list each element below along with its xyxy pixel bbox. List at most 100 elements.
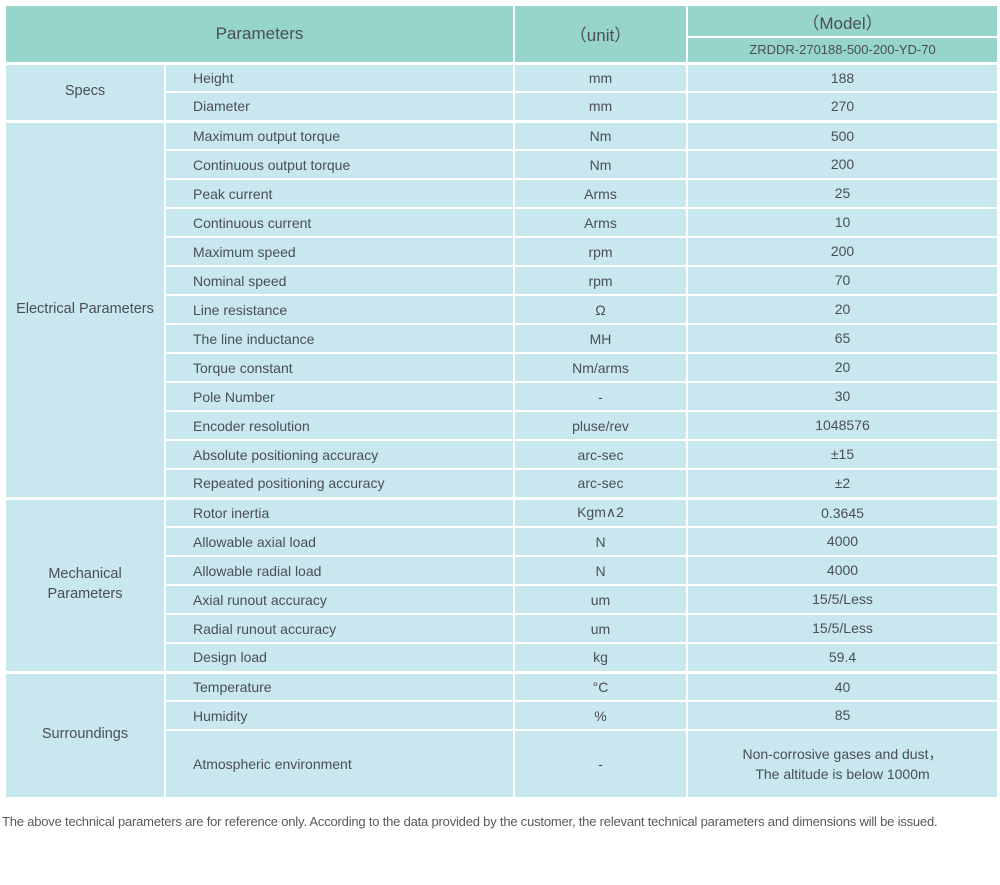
value-cell: 40 (686, 670, 999, 702)
param-name-cell: Torque constant (164, 352, 515, 383)
value-cell: 10 (686, 207, 999, 238)
table-row: Continuous current Arms 10 (5, 207, 999, 238)
category-cell: Electrical Parameters (4, 119, 166, 499)
param-name-cell: Design load (164, 642, 515, 673)
unit-cell: Arms (513, 207, 688, 238)
value-cell: 15/5/Less (686, 584, 999, 615)
table-row: Allowable radial load N 4000 (5, 555, 999, 586)
param-name-cell: Line resistance (164, 294, 515, 325)
param-name-cell: Repeated positioning accuracy (164, 468, 515, 499)
spec-table: Parameters （unit） （Model） ZRDDR-270188-5… (4, 4, 999, 799)
footer-note: The above technical parameters are for r… (2, 814, 938, 829)
unit-cell: arc-sec (513, 468, 688, 499)
table-row: Atmospheric environment - Non-corrosive ga… (5, 729, 999, 799)
unit-cell: um (513, 584, 688, 615)
unit-cell: mm (513, 61, 688, 93)
unit-cell: Nm/arms (513, 352, 688, 383)
value-cell: 59.4 (686, 642, 999, 673)
value-cell: 65 (686, 323, 999, 354)
unit-cell: kg (513, 642, 688, 673)
unit-cell: Ω (513, 294, 688, 325)
table-row: Mechanical Parameters Rotor inertia Kgm∧2 0… (4, 496, 999, 673)
value-cell: ±15 (686, 439, 999, 470)
unit-cell: N (513, 555, 688, 586)
param-name-cell: Absolute positioning accuracy (164, 439, 515, 470)
value-cell: 188 (686, 61, 999, 93)
table-row: Surroundings Temperature °C 40 (4, 670, 999, 799)
value-cell: 70 (686, 265, 999, 296)
param-name-cell: Encoder resolution (164, 410, 515, 441)
param-name-cell: Diameter (164, 91, 515, 122)
value-cell: 200 (686, 236, 999, 267)
table-row: Specs Height mm 188 (4, 61, 999, 122)
param-name-cell: Height (164, 61, 515, 93)
unit-cell: um (513, 613, 688, 644)
param-name-cell: Allowable radial load (164, 555, 515, 586)
table-row: Radial runout accuracy um 15/5/Less (5, 613, 999, 644)
model-number: ZRDDR-270188-500-200-YD-70 (686, 36, 999, 64)
param-name-cell: Radial runout accuracy (164, 613, 515, 644)
value-cell: ±2 (686, 468, 999, 499)
value-cell: 200 (686, 149, 999, 180)
table-row: Diameter mm 270 (5, 91, 999, 122)
spec-table-body: Specs Height mm 188 Diameter mm 270 Electrical … (4, 61, 999, 799)
unit-cell: N (513, 526, 688, 557)
spec-table-header: Parameters （unit） （Model） ZRDDR-270188-5… (4, 4, 999, 64)
value-cell: 1048576 (686, 410, 999, 441)
value-cell: Non-corrosive gases and dust， The altitu… (686, 729, 999, 799)
unit-cell: arc-sec (513, 439, 688, 470)
value-cell: 20 (686, 352, 999, 383)
unit-cell: - (513, 729, 688, 799)
value-cell: 30 (686, 381, 999, 412)
value-cell: 500 (686, 119, 999, 151)
header-row-1: Parameters （unit） （Model） (4, 4, 999, 64)
category-cell: Surroundings (4, 670, 166, 799)
model-header: （Model） (686, 4, 999, 38)
unit-cell: Nm (513, 149, 688, 180)
table-row: Humidity% 85 (5, 700, 999, 731)
param-name-cell: Allowable axial load (164, 526, 515, 557)
table-row: Encoder resolution pluse/rev 1048576 (5, 410, 999, 441)
table-row: Pole Number -30 (5, 381, 999, 412)
unit-cell: % (513, 700, 688, 731)
param-name-cell: Maximum output torque (164, 119, 515, 151)
param-name-cell: Rotor inertia (164, 496, 515, 528)
param-name-cell: Peak current (164, 178, 515, 209)
param-name-cell: Maximum speed (164, 236, 515, 267)
unit-cell: MH (513, 323, 688, 354)
category-cell: Specs (4, 61, 166, 122)
table-row: Nominal speed rpm 70 (5, 265, 999, 296)
unit-cell: Arms (513, 178, 688, 209)
table-row: Repeated positioning accuracy arc-sec ±2 (5, 468, 999, 499)
table-row: Absolute positioning accuracy arc-sec ±15 (5, 439, 999, 470)
unit-cell: pluse/rev (513, 410, 688, 441)
param-name-cell: Pole Number (164, 381, 515, 412)
value-cell: 270 (686, 91, 999, 122)
unit-cell: rpm (513, 265, 688, 296)
unit-cell: - (513, 381, 688, 412)
header-row-2: ZRDDR-270188-500-200-YD-70 (5, 36, 999, 64)
param-name-cell: The line inductance (164, 323, 515, 354)
value-cell: 15/5/Less (686, 613, 999, 644)
table-row: Maximum speed rpm 200 (5, 236, 999, 267)
table-row: Axial runout accuracy um 15/5/Less (5, 584, 999, 615)
table-row: Line resistance Ω 20 (5, 294, 999, 325)
param-name-cell: Nominal speed (164, 265, 515, 296)
value-cell: 4000 (686, 526, 999, 557)
param-name-cell: Atmospheric environment (164, 729, 515, 799)
value-cell: 25 (686, 178, 999, 209)
unit-cell: °C (513, 670, 688, 702)
category-cell: Mechanical Parameters (4, 496, 166, 673)
param-name-cell: Continuous output torque (164, 149, 515, 180)
parameters-header: Parameters (4, 4, 515, 64)
value-cell: 85 (686, 700, 999, 731)
table-row: Continuous output torque Nm 200 (5, 149, 999, 180)
unit-cell: Nm (513, 119, 688, 151)
param-name-cell: Temperature (164, 670, 515, 702)
unit-cell: mm (513, 91, 688, 122)
unit-cell: rpm (513, 236, 688, 267)
param-name-cell: Humidity (164, 700, 515, 731)
table-row: Allowable axial load N 4000 (5, 526, 999, 557)
value-cell: 4000 (686, 555, 999, 586)
